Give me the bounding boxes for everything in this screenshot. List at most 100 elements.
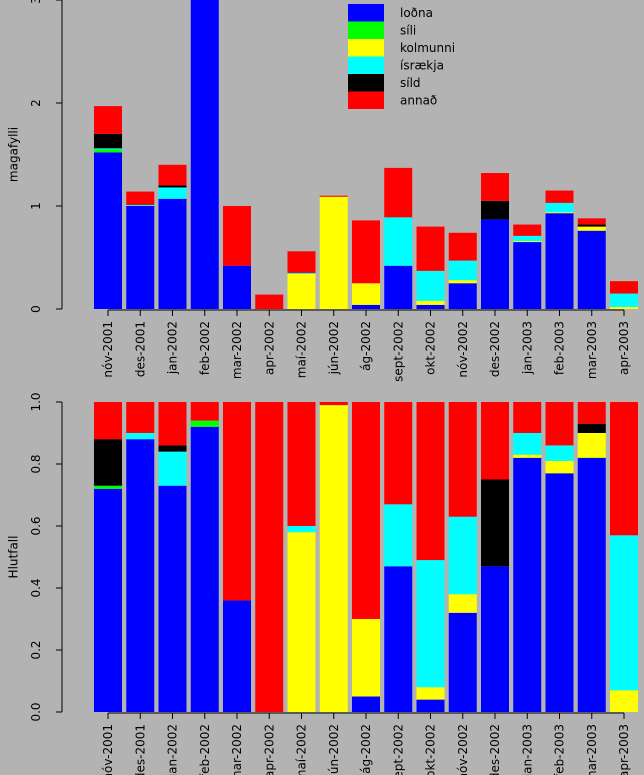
bar-segment-1-10-3	[416, 270, 445, 301]
x-tick-label-2-8: ág-2002	[359, 724, 373, 774]
bar-segment-2-9-0	[384, 566, 413, 712]
x-tick-label-1-15: mar-2003	[585, 321, 599, 379]
y-axis-label-2: Hlutfall	[7, 536, 21, 579]
y-tick-label-2-1: 0.2	[29, 640, 43, 659]
bar-segment-2-16-2	[610, 690, 638, 712]
bar-segment-1-13-0	[513, 242, 542, 309]
bar-segment-1-10-0	[416, 304, 445, 309]
x-tick-label-1-5: apr-2002	[262, 321, 276, 375]
bar-segment-1-14-3	[545, 202, 574, 213]
bar-segment-1-0-4	[94, 133, 122, 149]
y-tick-label-2-3: 0.6	[29, 516, 43, 535]
bar-segment-2-6-5	[287, 402, 316, 526]
bar-segment-2-12-5	[481, 402, 509, 480]
legend-swatch-5	[348, 91, 384, 109]
bar-segment-1-0-0	[94, 152, 122, 309]
x-tick-label-2-9: sept-2002	[391, 724, 405, 775]
bar-segment-2-0-5	[94, 402, 122, 440]
bar-segment-2-16-5	[610, 402, 638, 536]
bar-segment-2-1-5	[126, 402, 155, 433]
bar-segment-1-8-5	[352, 220, 380, 284]
bar-segment-2-14-3	[545, 445, 574, 461]
bar-segment-2-7-5	[319, 402, 348, 406]
bar-segment-1-1-0	[126, 206, 155, 309]
panel-2-bars	[94, 402, 638, 712]
legend-swatch-1	[348, 21, 384, 39]
x-tick-label-2-11: nóv-2002	[456, 724, 470, 775]
legend-swatch-4	[348, 74, 384, 92]
bar-segment-2-10-0	[416, 699, 445, 712]
y-tick-label-1-1: 1	[29, 202, 43, 210]
legend-label-3: ísrækja	[400, 58, 444, 72]
bar-segment-1-2-3	[158, 187, 187, 199]
bar-segment-1-13-5	[513, 224, 542, 236]
y-tick-label-1-2: 2	[29, 99, 43, 107]
y-axis-label-1: magafylli	[7, 127, 21, 182]
bar-segment-1-15-0	[577, 230, 606, 309]
bar-segment-2-3-5	[190, 402, 219, 421]
x-tick-label-1-0: nóv-2001	[101, 321, 115, 378]
bar-segment-2-15-2	[577, 433, 606, 458]
x-tick-label-1-7: jún-2002	[327, 321, 341, 375]
bar-segment-2-6-3	[287, 526, 316, 533]
bar-segment-1-4-5	[223, 206, 251, 266]
x-tick-label-2-13: jan-2003	[520, 724, 534, 775]
bar-segment-1-9-5	[384, 167, 413, 218]
bar-segment-2-11-0	[448, 612, 477, 712]
bar-segment-1-12-0	[481, 219, 509, 309]
bar-segment-2-2-4	[158, 445, 187, 452]
x-tick-label-2-12: des-2002	[488, 724, 502, 775]
bar-segment-1-16-5	[610, 281, 638, 294]
x-tick-label-1-9: sept-2002	[391, 321, 405, 382]
bar-segment-2-9-5	[384, 402, 413, 505]
y-tick-label-2-5: 1.0	[29, 392, 43, 411]
bar-segment-2-10-5	[416, 402, 445, 561]
bar-segment-2-11-5	[448, 402, 477, 517]
bar-segment-2-15-4	[577, 423, 606, 433]
x-tick-label-2-7: jún-2002	[327, 724, 341, 775]
y-tick-label-1-0: 0	[29, 305, 43, 313]
legend-swatch-0	[348, 4, 384, 22]
y-tick-label-2-0: 0.0	[29, 702, 43, 721]
bar-segment-2-10-3	[416, 560, 445, 688]
x-tick-label-2-16: apr-2003	[617, 724, 631, 775]
bar-segment-1-5-5	[255, 294, 284, 309]
bar-segment-2-16-3	[610, 535, 638, 691]
bar-segment-1-16-2	[610, 306, 638, 309]
x-tick-label-1-3: feb-2002	[198, 321, 212, 375]
bar-segment-1-2-5	[158, 164, 187, 186]
bar-segment-2-2-0	[158, 485, 187, 712]
bar-segment-2-0-0	[94, 488, 122, 712]
bar-segment-1-6-2	[287, 273, 316, 309]
bar-segment-2-15-5	[577, 402, 606, 424]
panel-1-bars	[94, 0, 638, 310]
bar-segment-1-1-3	[126, 204, 155, 206]
x-tick-label-1-8: ág-2002	[359, 321, 373, 371]
bar-segment-1-11-2	[448, 280, 477, 284]
x-tick-label-2-4: mar-2002	[230, 724, 244, 775]
bar-segment-2-11-3	[448, 516, 477, 595]
x-tick-label-1-6: maí-2002	[295, 321, 309, 378]
bar-segment-1-6-3	[287, 272, 316, 274]
bar-segment-2-3-0	[190, 426, 219, 712]
bar-segment-2-10-2	[416, 687, 445, 700]
bar-segment-1-12-4	[481, 200, 509, 220]
bar-segment-1-4-0	[223, 265, 251, 309]
bar-segment-2-15-0	[577, 457, 606, 712]
bar-segment-1-8-2	[352, 283, 380, 305]
bar-segment-1-0-1	[94, 149, 122, 153]
bar-segment-2-6-2	[287, 532, 316, 712]
legend-label-0: loðna	[400, 6, 433, 20]
bar-segment-2-14-0	[545, 473, 574, 712]
x-tick-label-1-1: des-2001	[133, 321, 147, 377]
bar-segment-2-1-0	[126, 439, 155, 712]
bar-segment-1-10-5	[416, 226, 445, 271]
bar-segment-2-0-1	[94, 485, 122, 489]
bar-segment-1-7-5	[319, 195, 348, 197]
bar-segment-2-13-3	[513, 433, 542, 455]
x-tick-label-1-14: feb-2003	[553, 321, 567, 375]
legend-label-2: kolmunni	[400, 41, 455, 55]
bar-segment-1-0-5	[94, 106, 122, 134]
x-tick-label-2-5: apr-2002	[262, 724, 276, 775]
bar-segment-2-0-4	[94, 439, 122, 486]
